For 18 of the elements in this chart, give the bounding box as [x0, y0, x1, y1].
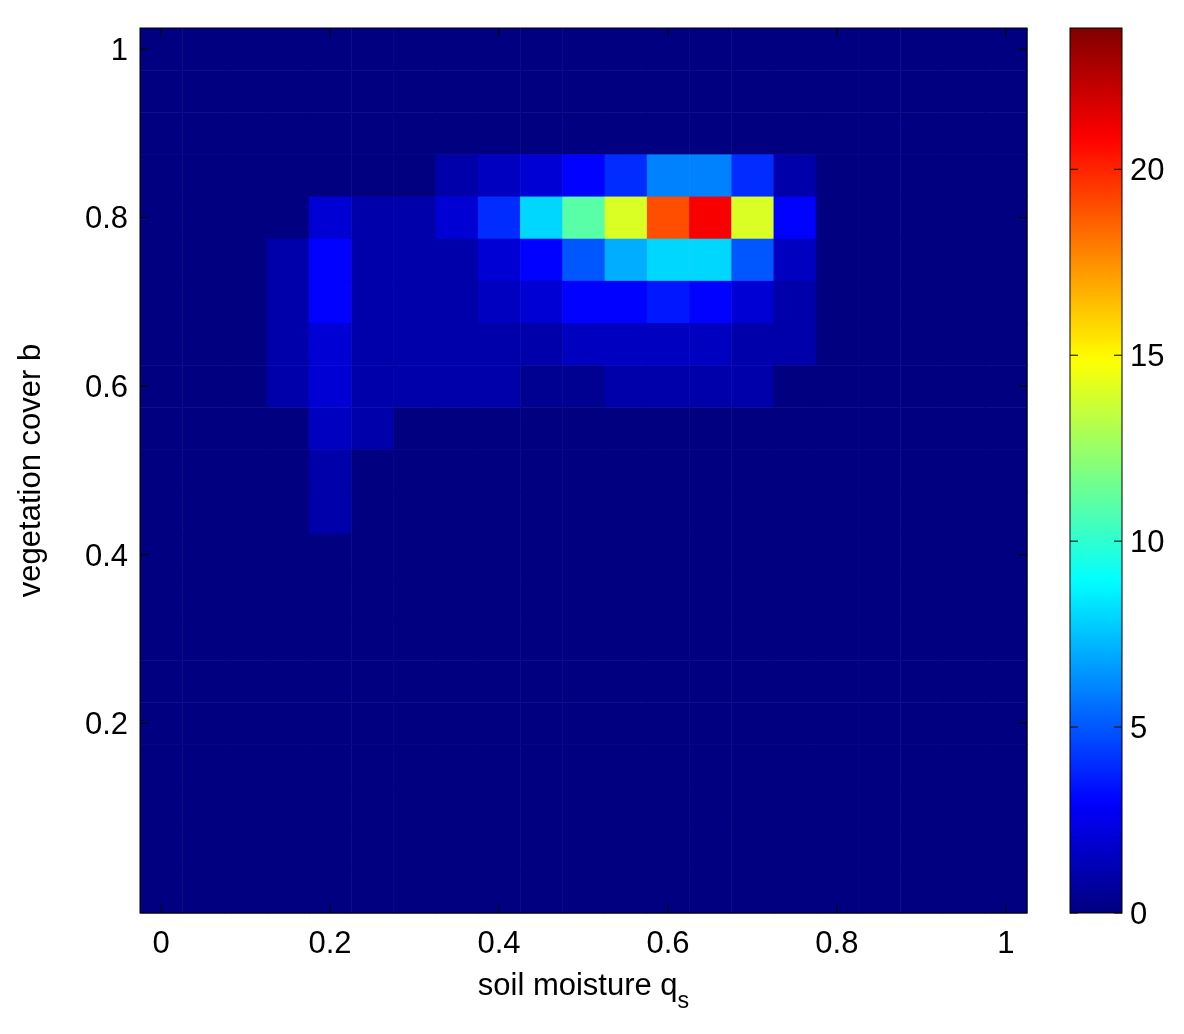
color-bar-label: 0: [1130, 895, 1148, 931]
color-bar-label: 20: [1130, 152, 1165, 188]
x-axis-title: soil moisture q$_{s}$: [477, 967, 690, 1013]
x-tick-label: 0.2: [308, 925, 352, 960]
y-axis-title: vegetation cover b: [12, 343, 47, 598]
x-tick-label: 0: [152, 925, 170, 960]
color-bar-label: 15: [1130, 338, 1165, 374]
x-tick-label: 0.4: [477, 925, 521, 960]
x-tick-label: 0.6: [646, 925, 690, 960]
y-tick-label: 0.6: [84, 369, 128, 405]
color-bar-label: 10: [1130, 524, 1165, 559]
x-tick-label: 0.8: [815, 925, 859, 960]
y-tick-label: 1: [110, 31, 128, 67]
x-tick-label: 1: [997, 925, 1015, 960]
y-tick-label: 0.8: [84, 200, 128, 236]
color-bar-label: 5: [1130, 709, 1148, 745]
y-tick-label: 0.2: [84, 706, 128, 742]
y-tick-label: 0.4: [84, 537, 128, 573]
